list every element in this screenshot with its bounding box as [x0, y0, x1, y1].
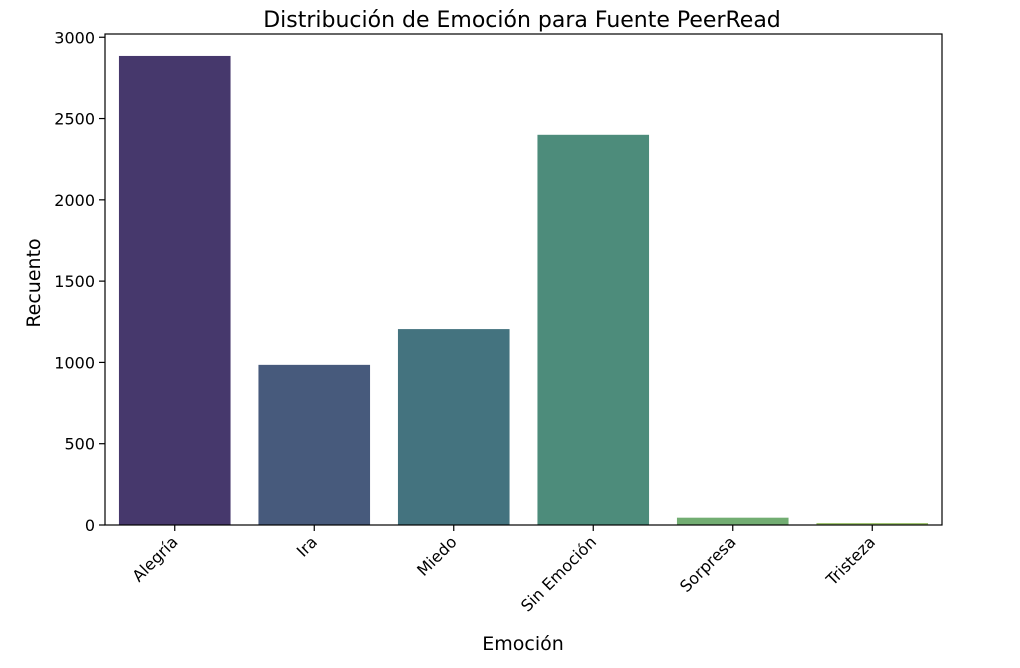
y-axis-title: Recuento [23, 238, 45, 327]
bar [816, 523, 929, 525]
bar [118, 55, 231, 526]
bar [397, 329, 510, 525]
y-tick-label: 0 [85, 516, 95, 535]
bars [118, 55, 929, 526]
x-tick-label: Miedo [413, 532, 460, 579]
y-tick-label: 1500 [54, 272, 95, 291]
bar [676, 517, 789, 525]
y-tick-label: 2000 [54, 191, 95, 210]
y-tick-label: 500 [64, 435, 95, 454]
x-tick-label: Sin Emoción [517, 532, 600, 615]
chart-title: Distribución de Emoción para Fuente Peer… [263, 8, 781, 33]
y-tick-label: 2500 [54, 110, 95, 129]
y-axis: 0 500 1000 1500 2000 2500 3000 [54, 28, 105, 535]
bar [258, 364, 371, 525]
x-tick-label: Sorpresa [676, 532, 740, 596]
x-tick-label: Alegría [128, 532, 181, 585]
y-tick-label: 1000 [54, 353, 95, 372]
x-axis: Alegría Ira Miedo Sin Emoción Sorpresa Triste… [128, 525, 879, 615]
x-tick-label: Ira [293, 532, 321, 560]
x-axis-title: Emoción [482, 633, 564, 655]
plot-frame [104, 33, 943, 526]
y-tick-label: 3000 [54, 28, 95, 47]
x-tick-label: Tristeza [822, 532, 879, 589]
bar [537, 134, 650, 525]
